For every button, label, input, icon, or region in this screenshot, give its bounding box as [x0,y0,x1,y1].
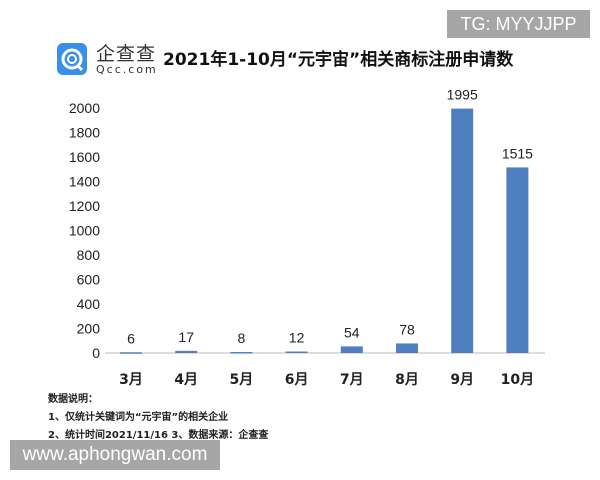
data-label: 6 [127,330,135,346]
x-tick-label: 7月 [340,372,364,388]
chart-title: 2021年1-10月“元宇宙”相关商标注册申请数 [163,50,514,70]
logo-text: 企查查 [96,43,157,65]
note-1: 1、仅统计关键词为“元宇宙”的相关企业 [48,412,229,423]
y-tick-label: 1800 [69,125,100,141]
data-label: 78 [399,321,415,337]
x-tick-label: 10月 [501,372,534,388]
x-tick-label: 9月 [450,372,474,388]
data-label: 1515 [502,145,533,161]
bar [230,352,253,354]
y-tick-label: 600 [77,272,101,288]
y-tick-label: 1200 [69,198,100,214]
x-tick-label: 6月 [285,372,309,388]
bar [285,351,308,354]
data-label: 12 [289,330,305,346]
note-heading: 数据说明： [48,394,98,405]
x-tick-label: 5月 [230,372,254,388]
y-tick-label: 800 [77,247,101,263]
bar [396,343,418,353]
bar [120,352,142,354]
bar [175,350,198,353]
bar [340,346,363,353]
x-tick-label: 8月 [395,372,419,388]
data-label: 17 [178,329,194,345]
tg-watermark: TG: MYYJJPP [447,10,590,38]
y-tick-label: 1400 [69,174,100,190]
qcc-logo-icon [57,43,87,75]
y-tick-label: 1600 [69,149,100,165]
url-watermark: www.aphongwan.com [10,440,220,470]
y-tick-label: 2000 [69,100,100,116]
y-tick-label: 1000 [69,223,100,239]
bar [506,167,529,353]
note-2: 2、统计时间2021/11/16 3、数据来源：企查查 [48,430,269,441]
y-tick-label: 200 [77,321,101,337]
data-label: 8 [238,330,246,346]
x-tick-label: 4月 [174,372,198,388]
x-tick-label: 3月 [119,372,143,388]
y-tick-label: 0 [92,345,100,361]
bar [451,108,474,353]
data-label: 54 [344,324,360,340]
data-label: 1995 [447,87,478,103]
bar-chart: 0 200 400 600 800 1000 1200 1400 1600 1800 2000 6 3月… [69,87,545,388]
y-tick-label: 400 [77,296,101,312]
logo-domain: Qcc.com [96,63,158,76]
